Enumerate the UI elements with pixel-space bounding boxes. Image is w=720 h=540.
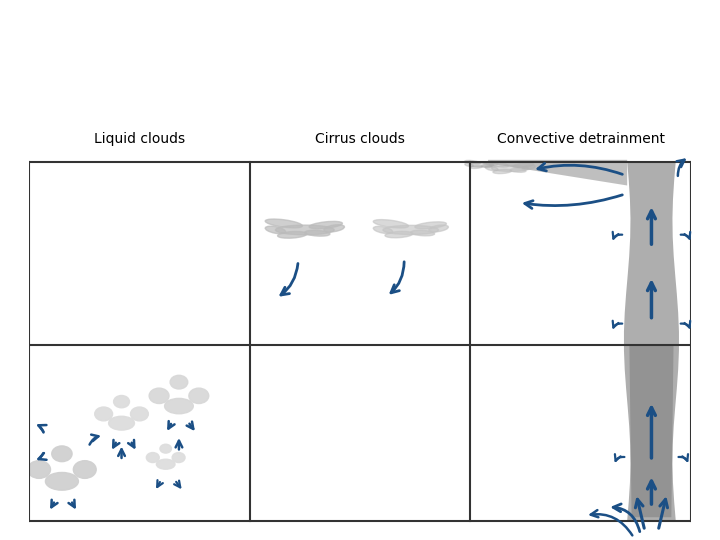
Ellipse shape <box>27 461 50 478</box>
Ellipse shape <box>493 170 511 173</box>
Text: Convective detrainment: Convective detrainment <box>497 132 665 146</box>
Text: cover scheme (Steffen Münch): cover scheme (Steffen Münch) <box>144 72 576 96</box>
Ellipse shape <box>429 225 449 232</box>
Text: Cirrus clouds: Cirrus clouds <box>315 132 405 146</box>
Ellipse shape <box>513 163 534 167</box>
Ellipse shape <box>411 230 435 236</box>
Ellipse shape <box>383 225 438 234</box>
Ellipse shape <box>165 399 193 414</box>
Ellipse shape <box>373 220 408 228</box>
Ellipse shape <box>385 231 413 238</box>
Ellipse shape <box>492 165 528 172</box>
Ellipse shape <box>130 407 148 421</box>
Ellipse shape <box>465 160 480 164</box>
Ellipse shape <box>485 161 508 167</box>
Ellipse shape <box>465 164 473 166</box>
Ellipse shape <box>305 230 330 236</box>
Polygon shape <box>488 160 627 186</box>
Ellipse shape <box>189 388 209 403</box>
Text: Liquid clouds: Liquid clouds <box>94 132 185 146</box>
Ellipse shape <box>170 375 188 389</box>
Ellipse shape <box>172 453 185 463</box>
Ellipse shape <box>146 453 159 463</box>
Ellipse shape <box>276 225 334 235</box>
Ellipse shape <box>149 388 169 403</box>
Ellipse shape <box>309 221 343 229</box>
Ellipse shape <box>483 161 498 165</box>
Ellipse shape <box>52 446 72 462</box>
Ellipse shape <box>265 226 286 234</box>
Ellipse shape <box>485 166 498 171</box>
Ellipse shape <box>490 163 498 166</box>
Ellipse shape <box>45 472 78 490</box>
Ellipse shape <box>324 225 344 232</box>
Ellipse shape <box>278 232 307 238</box>
Ellipse shape <box>415 222 446 229</box>
Ellipse shape <box>482 165 492 167</box>
Ellipse shape <box>373 226 392 233</box>
Ellipse shape <box>156 459 175 469</box>
Ellipse shape <box>470 166 482 168</box>
Ellipse shape <box>510 168 526 172</box>
Ellipse shape <box>160 444 171 453</box>
Ellipse shape <box>109 416 135 430</box>
Ellipse shape <box>95 407 112 421</box>
Ellipse shape <box>469 163 494 167</box>
Ellipse shape <box>265 219 302 228</box>
Ellipse shape <box>114 395 130 408</box>
Polygon shape <box>624 161 679 521</box>
Polygon shape <box>629 345 673 517</box>
Text: Cloud formation processes in a prognostic cloud: Cloud formation processes in a prognosti… <box>18 26 702 50</box>
Ellipse shape <box>73 461 96 478</box>
Ellipse shape <box>522 165 535 170</box>
